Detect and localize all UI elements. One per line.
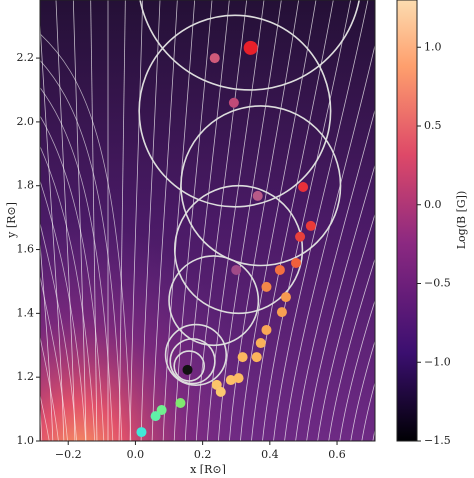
- field-line: [284, 43, 375, 441]
- x-axis-label: x [R⊙]: [190, 463, 226, 474]
- x-tick-label: −0.2: [55, 448, 82, 461]
- circle: [169, 338, 216, 385]
- field-line: [40, 393, 50, 441]
- point: [150, 411, 161, 422]
- point: [280, 292, 291, 303]
- field-line: [40, 221, 77, 441]
- circle: [168, 255, 260, 347]
- field-line: [262, 0, 352, 441]
- field-line: [40, 274, 68, 441]
- field-line: [129, 0, 144, 441]
- point: [233, 373, 244, 384]
- point: [209, 53, 220, 64]
- field-line: [361, 381, 375, 441]
- field-line: [306, 163, 375, 441]
- circle: [138, 14, 332, 208]
- x-tick-label: 0.6: [328, 448, 346, 461]
- x-tick-label: 0.0: [127, 448, 145, 461]
- field-line: [40, 334, 59, 441]
- circle: [180, 105, 342, 267]
- field-line: [72, 0, 87, 441]
- y-tick-label: 2.2: [17, 51, 35, 64]
- field-line: [40, 59, 123, 441]
- x-tick-label: 0.2: [194, 448, 212, 461]
- circle: [173, 184, 304, 315]
- field-line: [140, 0, 161, 441]
- field-line: [40, 179, 87, 441]
- marks: [136, 0, 361, 438]
- point: [305, 220, 316, 231]
- y-axis-label: y [R⊙]: [5, 202, 18, 239]
- point: [255, 338, 266, 349]
- point: [175, 398, 186, 409]
- field-lines: [0, 0, 474, 446]
- circle: [139, 0, 361, 91]
- field-line: [328, 257, 375, 441]
- point: [261, 281, 272, 292]
- point: [243, 40, 258, 55]
- field-line: [339, 299, 375, 441]
- field-line: [295, 108, 375, 441]
- point: [231, 264, 242, 275]
- field-line: [162, 0, 196, 441]
- point: [295, 231, 306, 242]
- point: [237, 352, 248, 363]
- field-line: [195, 0, 248, 441]
- point: [156, 405, 167, 416]
- y-tick-label: 2.0: [17, 115, 35, 128]
- colorbar: [396, 0, 418, 442]
- field-line: [240, 0, 317, 441]
- colorbar-tick-label: 1.0: [424, 40, 442, 53]
- field-line: [40, 115, 105, 441]
- field-line: [229, 0, 300, 441]
- field-line: [40, 237, 54, 441]
- y-tick-label: 1.0: [17, 434, 35, 447]
- colorbar-tick-label: −1.0: [424, 355, 451, 368]
- circle: [173, 350, 205, 382]
- point: [276, 307, 287, 318]
- colorbar-tick-label: −0.5: [424, 277, 451, 290]
- field-line: [251, 0, 334, 441]
- colorbar-label: Log(B [G]): [455, 191, 468, 250]
- point: [251, 352, 262, 363]
- plot-area: [0, 0, 474, 446]
- y-tick-label: 1.8: [17, 179, 35, 192]
- field-line: [151, 0, 178, 441]
- circle: [164, 323, 228, 386]
- point: [182, 364, 193, 375]
- field-line: [40, 33, 132, 441]
- point: [136, 427, 147, 438]
- colorbar-tick-label: 0.5: [424, 119, 442, 132]
- point: [225, 375, 236, 386]
- point: [215, 386, 226, 397]
- field-line: [206, 0, 265, 441]
- colorbar-tick-label: −1.5: [424, 434, 451, 447]
- field-line: [317, 212, 375, 441]
- x-tick-label: 0.4: [261, 448, 279, 461]
- field-line: [40, 86, 114, 441]
- field-line: [173, 0, 213, 441]
- y-tick-label: 1.2: [17, 370, 35, 383]
- point: [261, 324, 272, 335]
- point: [228, 97, 239, 108]
- point: [252, 190, 263, 201]
- field-line: [350, 339, 375, 441]
- y-tick-label: 1.6: [17, 243, 35, 256]
- field-line: [55, 0, 76, 441]
- field-line: [184, 0, 230, 441]
- colorbar-tick-label: 0.0: [424, 198, 442, 211]
- plot-frame: [39, 0, 376, 442]
- field-line: [273, 0, 369, 441]
- point: [298, 181, 309, 192]
- point: [291, 257, 302, 268]
- point: [274, 264, 285, 275]
- y-tick-label: 1.4: [17, 306, 35, 319]
